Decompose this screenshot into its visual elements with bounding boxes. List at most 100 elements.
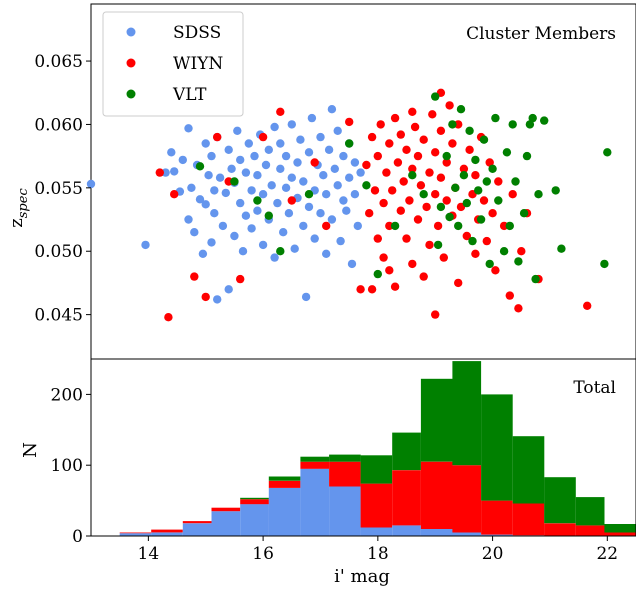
- scatter-point-sdss: [267, 181, 276, 190]
- scatter-point-vlt: [445, 212, 454, 222]
- histogram-bar-sdss: [392, 525, 421, 536]
- legend-box: [102, 11, 244, 117]
- histogram-bar-vlt: [360, 455, 393, 484]
- scatter-point-wiyn: [491, 266, 500, 275]
- histogram-bar-sdss: [268, 487, 301, 536]
- scatter-point-sdss: [316, 209, 325, 218]
- histogram-bar-sdss: [211, 511, 241, 536]
- scatter-point-wiyn: [431, 310, 440, 319]
- scatter-point-wiyn: [416, 181, 426, 190]
- scatter-point-sdss: [213, 295, 222, 304]
- scatter-point-sdss: [333, 181, 342, 190]
- scatter-point-wiyn: [479, 196, 489, 205]
- histogram-bar-wiyn: [151, 529, 183, 533]
- scatter-point-vlt: [476, 215, 486, 224]
- scatter-point-vlt: [479, 135, 489, 144]
- histogram-x-axis-label: i' mag: [334, 566, 390, 587]
- scatter-point-wiyn: [370, 186, 380, 195]
- scatter-point-wiyn: [462, 231, 471, 241]
- histogram-panel: 0 100 200 14 16 18 20 22 Total N i' mag: [20, 358, 636, 587]
- scatter-point-sdss: [247, 186, 256, 195]
- scatter-point-vlt: [195, 162, 205, 171]
- histogram-annotation: Total: [573, 378, 616, 398]
- scatter-point-wiyn: [454, 278, 463, 288]
- scatter-point-wiyn: [402, 145, 411, 154]
- scatter-point-sdss: [218, 221, 228, 231]
- scatter-point-vlt: [304, 190, 314, 199]
- scatter-point-wiyn: [365, 209, 374, 218]
- histogram-bar-vlt: [420, 378, 453, 462]
- scatter-point-sdss: [198, 249, 208, 258]
- scatter-point-wiyn: [258, 132, 268, 142]
- histogram-bar-wiyn: [420, 461, 453, 529]
- histogram-bar-wiyn: [268, 480, 301, 488]
- scatter-point-vlt: [431, 92, 440, 101]
- scatter-point-vlt: [408, 171, 417, 180]
- scatter-point-sdss: [296, 135, 305, 144]
- histogram-bar-sdss: [182, 523, 212, 536]
- scatter-point-wiyn: [448, 139, 457, 148]
- histogram-bar-vlt: [268, 476, 301, 481]
- scatter-point-vlt: [433, 240, 443, 250]
- scatter-point-vlt: [436, 202, 446, 212]
- scatter-point-wiyn: [405, 196, 414, 205]
- scatter-point-wiyn: [425, 168, 434, 177]
- scatter-point-wiyn: [419, 135, 428, 144]
- histogram-bar-wiyn: [329, 461, 361, 487]
- scatter-point-vlt: [522, 151, 532, 161]
- histogram-bar-wiyn: [182, 521, 212, 524]
- histogram-bar-vlt: [300, 456, 330, 462]
- scatter-point-wiyn: [517, 247, 526, 256]
- scatter-point-sdss: [204, 171, 213, 180]
- scatter-point-sdss: [356, 168, 365, 177]
- scatter-point-vlt: [465, 126, 474, 135]
- histogram-bar-wiyn: [481, 500, 513, 535]
- histogram-bar-vlt: [604, 524, 636, 533]
- histogram-bar-vlt: [329, 454, 361, 462]
- scatter-point-wiyn: [428, 110, 437, 119]
- scatter-point-sdss: [261, 160, 271, 170]
- scatter-point-vlt: [511, 177, 520, 186]
- scatter-point-sdss: [276, 164, 285, 173]
- scatter-point-sdss: [342, 206, 351, 215]
- scatter-point-wiyn: [396, 206, 405, 215]
- scatter-point-wiyn: [459, 164, 469, 173]
- scatter-point-vlt: [451, 183, 460, 192]
- scatter-point-sdss: [270, 122, 279, 132]
- scatter-point-wiyn: [390, 282, 400, 291]
- histogram-bar-wiyn: [512, 503, 545, 536]
- scatter-point-sdss: [353, 221, 362, 231]
- scatter-point-vlt: [514, 257, 523, 266]
- scatter-point-wiyn: [408, 259, 417, 269]
- histogram-plot-border: [90, 358, 636, 537]
- scatter-point-sdss: [339, 196, 348, 205]
- histogram-bars: [119, 361, 636, 536]
- scatter-point-sdss: [178, 155, 187, 165]
- scatter-point-wiyn: [155, 168, 164, 177]
- scatter-point-wiyn: [164, 313, 173, 322]
- scatter-point-sdss: [258, 190, 268, 199]
- histogram-bar-sdss: [329, 486, 361, 536]
- histogram-bar-wiyn: [452, 465, 482, 533]
- scatter-point-wiyn: [373, 234, 382, 243]
- scatter-point-sdss: [350, 190, 360, 199]
- scatter-point-wiyn: [379, 198, 388, 208]
- scatter-point-vlt: [230, 177, 239, 186]
- scatter-y-tick-label: 0.050: [34, 242, 83, 262]
- scatter-point-vlt: [459, 171, 469, 180]
- scatter-point-sdss: [301, 292, 311, 302]
- scatter-point-wiyn: [583, 301, 592, 310]
- scatter-point-sdss: [227, 164, 236, 173]
- scatter-point-sdss: [241, 168, 251, 177]
- scatter-point-wiyn: [433, 221, 443, 231]
- scatter-point-wiyn: [201, 292, 210, 302]
- scatter-point-sdss: [287, 173, 296, 182]
- histogram-bar-sdss: [420, 528, 453, 536]
- scatter-point-vlt: [474, 186, 483, 195]
- scatter-point-wiyn: [287, 196, 296, 205]
- scatter-point-sdss: [247, 224, 256, 233]
- histogram-bar-wiyn: [360, 483, 393, 528]
- scatter-point-wiyn: [465, 145, 474, 154]
- scatter-point-wiyn: [236, 274, 245, 284]
- scatter-point-sdss: [215, 173, 225, 182]
